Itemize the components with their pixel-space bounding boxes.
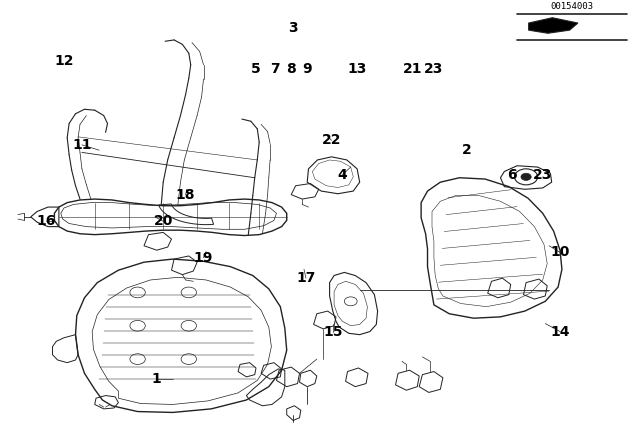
Text: 15: 15 [323, 325, 342, 340]
Text: 6: 6 [507, 168, 517, 181]
Text: 7: 7 [270, 62, 280, 76]
Text: 4: 4 [337, 168, 348, 181]
Circle shape [521, 173, 531, 181]
Text: 9: 9 [302, 62, 312, 76]
Text: 12: 12 [54, 54, 74, 68]
Text: 17: 17 [296, 271, 316, 285]
Text: 14: 14 [550, 324, 570, 339]
Text: 18: 18 [176, 188, 195, 202]
Text: 21: 21 [403, 62, 422, 76]
Text: 5: 5 [251, 62, 261, 76]
Text: 16: 16 [36, 214, 56, 228]
Text: 1: 1 [152, 372, 162, 386]
Text: 19: 19 [194, 251, 213, 265]
Text: 10: 10 [550, 246, 570, 259]
Text: 20: 20 [154, 214, 173, 228]
Text: 2: 2 [462, 143, 472, 157]
Text: 11: 11 [72, 138, 92, 152]
Polygon shape [529, 18, 578, 33]
Text: 23: 23 [424, 62, 444, 76]
Text: 23: 23 [533, 168, 552, 181]
Text: 22: 22 [322, 134, 341, 147]
Text: 8: 8 [286, 62, 296, 76]
Text: 00154003: 00154003 [550, 2, 594, 11]
Text: 3: 3 [288, 21, 298, 35]
Text: 13: 13 [348, 62, 367, 76]
